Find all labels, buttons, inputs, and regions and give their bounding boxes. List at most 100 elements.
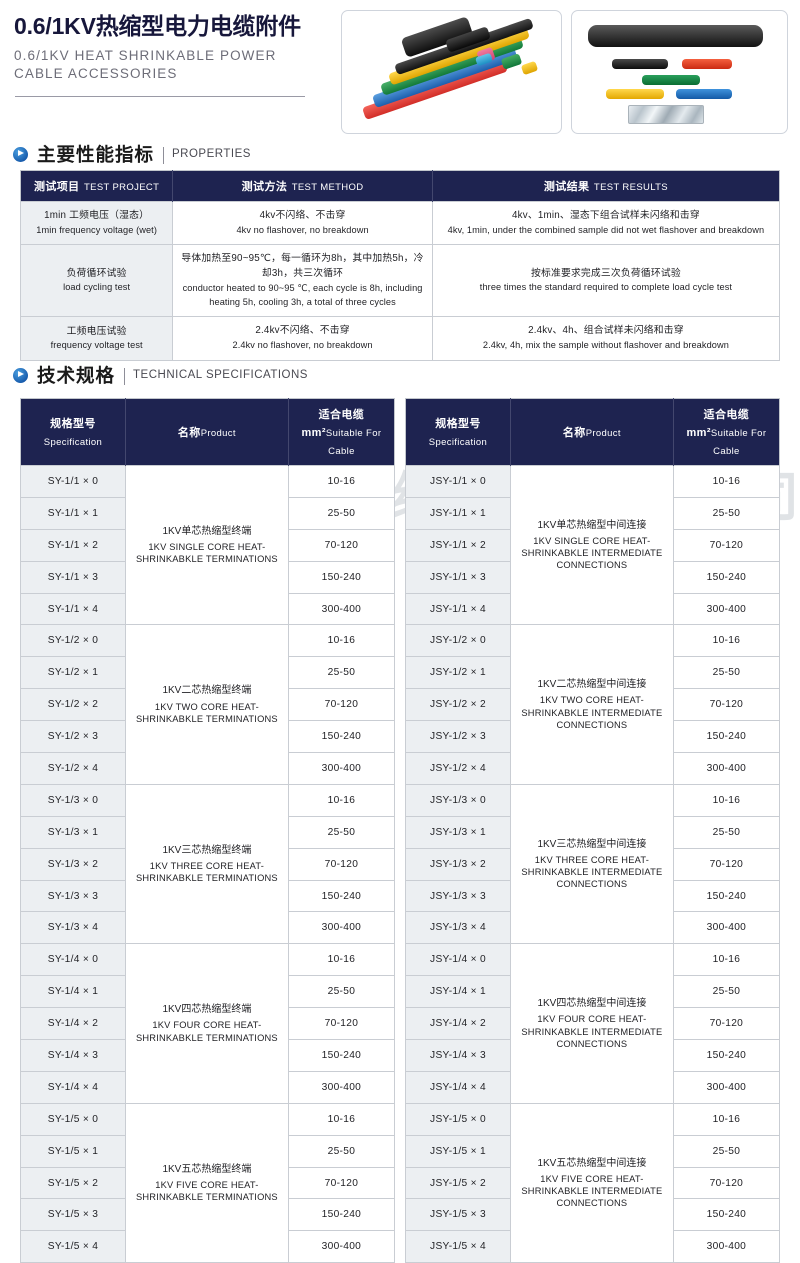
table-row: SY-1/1 × 2 70-120 (20, 528, 396, 562)
table-row: JSY-1/3 × 3 150-240 (405, 879, 781, 913)
kit-tube-black-large (588, 25, 763, 47)
cell-cable-size: 70-120 (287, 1166, 396, 1200)
table-row: JSY-1/3 × 2 70-120 (405, 847, 781, 881)
cell-cable-size: 70-120 (672, 528, 781, 562)
cell-product-name: 1KV二芯热缩型中间连接 1KV TWO CORE HEAT-SHRINKABKL… (509, 624, 674, 785)
page-title-en: 0.6/1KV HEAT SHRINKABLE POWER CABLE ACCE… (14, 47, 324, 83)
column-header-en: TEST PROJECT (84, 182, 160, 193)
cell-product-name: 1KV四芯热缩型中间连接 1KV FOUR CORE HEAT-SHRINKABK… (509, 943, 674, 1104)
cell-cable-size: 150-240 (287, 560, 396, 594)
kit-sealant-pack (628, 105, 704, 124)
column-header-cn: 规格型号 (435, 418, 481, 430)
cell-specification: JSY-1/4 × 4 (405, 1070, 511, 1104)
cell-specification: SY-1/1 × 4 (20, 592, 126, 626)
cell-specification: SY-1/4 × 4 (20, 1070, 126, 1104)
cell-specification: JSY-1/3 × 4 (405, 911, 511, 945)
table-row: SY-1/3 × 2 70-120 (20, 847, 396, 881)
cell-specification: JSY-1/5 × 3 (405, 1198, 511, 1232)
cell-specification: SY-1/5 × 2 (20, 1166, 126, 1200)
column-header-en: Specification (428, 437, 488, 448)
column-header-test-results: 测试结果 TEST RESULTS (432, 170, 780, 202)
product-name-en: 1KV THREE CORE HEAT-SHRINKABKLE INTERMED… (521, 854, 663, 890)
cell-cable-size: 25-50 (287, 496, 396, 530)
cell-cable-size: 150-240 (287, 879, 396, 913)
column-header-suitable-for-cable: 适合电缆mm²Suitable For Cable (288, 398, 395, 466)
kit-tube-green (642, 75, 700, 85)
product-name-en: 1KV TWO CORE HEAT-SHRINKABKLE TERMINATIO… (135, 701, 278, 724)
cell-cable-size: 10-16 (672, 1102, 781, 1136)
cell-cable-size: 300-400 (287, 1070, 396, 1104)
cell-test-result: 4kv、1min、湿态下组合试样未闪络和击穿 4kv, 1min, under … (431, 200, 781, 246)
product-name-cn: 1KV二芯热缩型终端 (162, 685, 252, 697)
table-row: SY-1/2 × 0 1KV二芯热缩型终端 1KV TWO CORE HEAT-SH… (20, 624, 396, 785)
product-name-cn: 1KV五芯热缩型终端 (162, 1163, 252, 1175)
column-header-cn: 名称 (562, 427, 586, 439)
section-title-divider (124, 367, 126, 385)
cell-product-name: 1KV四芯热缩型终端 1KV FOUR CORE HEAT-SHRINKABKLE… (124, 943, 289, 1104)
cell-cable-size: 150-240 (672, 1039, 781, 1072)
cell-cable-size: 10-16 (287, 783, 396, 817)
column-header-cn: 适合电缆mm² (301, 409, 365, 439)
cell-product-name: 1KV二芯热缩型终端 1KV TWO CORE HEAT-SHRINKABKLE … (124, 624, 289, 785)
table-row: SY-1/3 × 3 150-240 (20, 879, 396, 913)
column-header-specification: 规格型号 Specification (405, 398, 511, 466)
cell-cable-size: 150-240 (287, 1039, 396, 1072)
section-title-en: TECHNICAL SPECIFICATIONS (133, 369, 308, 381)
cell-specification: JSY-1/2 × 0 (405, 624, 511, 658)
column-header-en: TEST METHOD (291, 182, 364, 193)
table-header-row: 测试项目 TEST PROJECT 测试方法 TEST METHOD 测试结果 … (20, 170, 780, 202)
cell-specification: JSY-1/3 × 0 (405, 783, 511, 817)
table-row: JSY-1/5 × 0 1KV五芯热缩型中间连接 1KV FIVE CORE HEA… (405, 1102, 781, 1263)
tube-yellow-small (520, 60, 539, 76)
cell-specification: JSY-1/3 × 3 (405, 879, 511, 913)
product-name-cn: 1KV三芯热缩型中间连接 (537, 838, 647, 850)
cell-test-project: 1min 工频电压（湿态） 1min frequency voltage (we… (19, 200, 174, 246)
cell-test-method: 4kv不闪络、不击穿 4kv no flashover, no breakdow… (172, 200, 433, 246)
kit-tube-red (682, 59, 732, 69)
table-row: JSY-1/4 × 0 1KV四芯热缩型中间连接 1KV FOUR CORE HEA… (405, 943, 781, 1104)
cell-cable-size: 150-240 (672, 720, 781, 754)
cell-specification: SY-1/3 × 0 (20, 783, 126, 817)
cell-specification: JSY-1/4 × 2 (405, 1007, 511, 1041)
product-name-en: 1KV FOUR CORE HEAT-SHRINKABKLE INTERMEDI… (521, 1014, 663, 1049)
table-row: JSY-1/3 × 0 1KV三芯热缩型中间连接 1KV THREE CORE HE… (405, 783, 781, 945)
cell-cable-size: 70-120 (672, 847, 781, 881)
cell-cable-size: 150-240 (672, 560, 781, 594)
cell-specification: JSY-1/2 × 3 (405, 720, 511, 754)
cell-specification: JSY-1/5 × 4 (405, 1230, 511, 1263)
spec-table-terminations: 规格型号Specification 名称Product 适合电缆mm²Suitabl… (20, 398, 396, 1263)
column-header-en: TEST RESULTS (593, 182, 668, 193)
cell-specification: SY-1/2 × 4 (20, 752, 126, 785)
cell-product-name: 1KV单芯热缩型中间连接 1KV SINGLE CORE HEAT-SHRINKA… (509, 464, 674, 626)
column-header-product: 名称Product (125, 398, 289, 466)
kit-tube-blue (676, 89, 732, 99)
column-header-product: 名称Product (510, 398, 674, 466)
table-header-row: 规格型号 Specification 名称Product 适合电缆mm²Suitabl… (405, 398, 780, 466)
cell-cable-size: 300-400 (287, 1230, 396, 1263)
table-row: SY-1/2 × 4 300-400 (20, 752, 396, 785)
cell-specification: SY-1/1 × 1 (20, 496, 126, 530)
table-row: JSY-1/1 × 0 1KV单芯热缩型中间连接 1KV SINGLE CORE H… (405, 464, 781, 626)
cell-specification: JSY-1/2 × 4 (405, 752, 511, 785)
column-header-suitable-for-cable: 适合电缆mm²Suitable For Cable (673, 398, 780, 466)
product-name-en: 1KV FIVE CORE HEAT-SHRINKABKLE INTERMEDI… (521, 1173, 663, 1209)
column-header-cn: 规格型号 (50, 418, 96, 430)
cell-product-name: 1KV单芯热缩型终端 1KV SINGLE CORE HEAT-SHRINKABK… (124, 464, 289, 626)
section-title-cn: 主要性能指标 (37, 144, 155, 165)
table-row: SY-1/1 × 0 1KV单芯热缩型终端 1KV SINGLE CORE HEAT… (20, 464, 396, 626)
section-title-cn: 技术规格 (37, 365, 116, 386)
table-row: SY-1/4 × 0 1KV四芯热缩型终端 1KV FOUR CORE HEAT-S… (20, 943, 396, 1104)
product-name-en: 1KV SINGLE CORE HEAT-SHRINKABKLE INTERME… (521, 535, 663, 571)
title-block: 0.6/1KV热缩型电力电缆附件 0.6/1KV HEAT SHRINKABLE… (14, 13, 324, 83)
table-row: JSY-1/1 × 1 25-50 (405, 496, 781, 530)
page-title-cn: 0.6/1KV热缩型电力电缆附件 (14, 13, 301, 39)
spec-table-intermediate-connections: 规格型号 Specification 名称Product 适合电缆mm²Suitabl… (405, 398, 781, 1263)
cell-product-name: 1KV三芯热缩型中间连接 1KV THREE CORE HEAT-SHRINKAB… (509, 783, 674, 945)
product-photo-tubes (341, 10, 562, 134)
cell-specification: JSY-1/5 × 0 (405, 1102, 511, 1136)
cell-cable-size: 300-400 (672, 1070, 781, 1104)
cell-test-project: 负荷循环试验 load cycling test (19, 244, 174, 318)
cell-cable-size: 25-50 (287, 815, 396, 849)
cell-cable-size: 150-240 (287, 720, 396, 754)
cell-test-project: 工频电压试验 frequency voltage test (19, 316, 174, 361)
